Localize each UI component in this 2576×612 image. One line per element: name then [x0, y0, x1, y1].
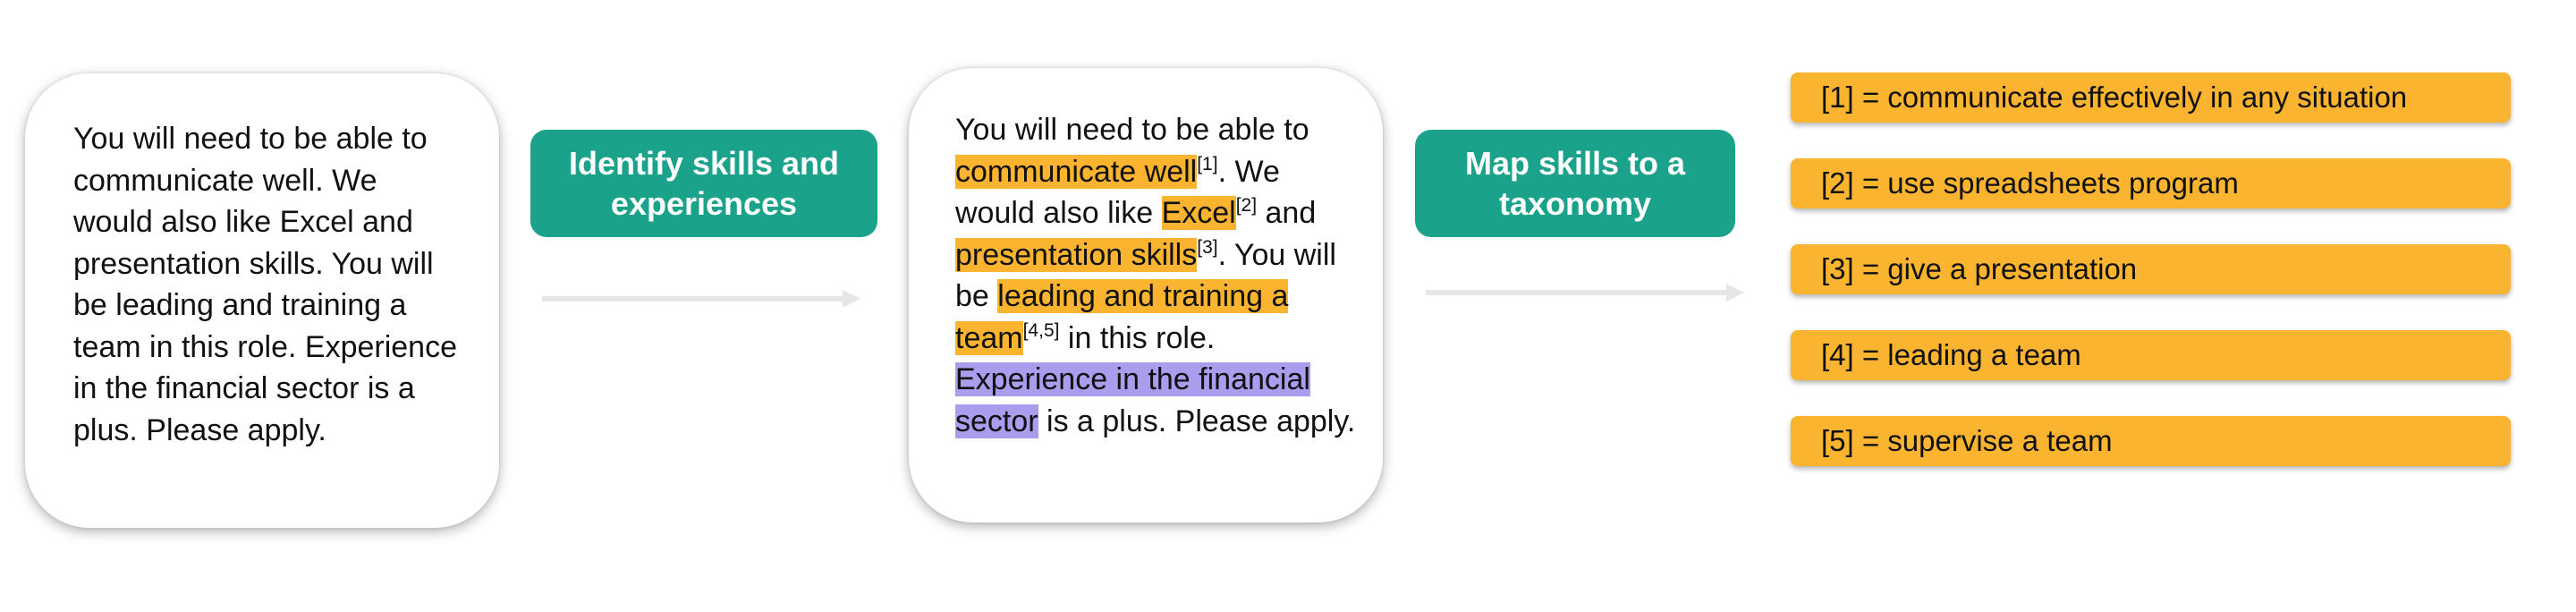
text-segment: in this role. — [1059, 320, 1216, 355]
text-segment: . We would also like — [955, 154, 1280, 231]
skill-highlight: Excel — [1161, 196, 1236, 230]
original-text: You will need to be able to communicate … — [73, 122, 457, 447]
annotated-text: You will need to be able to communicate … — [955, 109, 1356, 442]
taxonomy-mapping-item: [4] = leading a team — [1791, 330, 2511, 380]
taxonomy-mapping-item: [3] = give a presentation — [1791, 244, 2511, 294]
text-segment: You will need to be able to — [955, 113, 1309, 147]
original-text-card: You will need to be able to communicate … — [25, 73, 499, 528]
identify-skills-label: Identify skills and experiences — [568, 145, 840, 222]
identify-skills-step: Identify skills and experiences — [530, 130, 877, 237]
annotated-text-card: You will need to be able to communicate … — [909, 68, 1383, 523]
map-taxonomy-step: Map skills to a taxonomy — [1415, 130, 1735, 237]
skill-highlight: communicate well — [955, 154, 1198, 189]
skill-reference: [1] — [1197, 153, 1218, 174]
text-segment: is a plus. Please apply. — [1038, 404, 1356, 438]
text-segment: . You will be — [955, 237, 1336, 314]
arrow-right-icon — [542, 290, 860, 308]
map-taxonomy-label: Map skills to a taxonomy — [1464, 145, 1686, 222]
skill-reference: [4,5] — [1022, 319, 1060, 341]
skill-reference: [3] — [1197, 236, 1218, 258]
text-segment: and — [1257, 196, 1317, 230]
skill-highlight: presentation skills — [955, 237, 1198, 272]
taxonomy-mapping-item: [1] = communicate effectively in any sit… — [1791, 72, 2511, 123]
taxonomy-mapping-item: [5] = supervise a team — [1791, 416, 2511, 466]
skill-reference: [2] — [1235, 195, 1258, 216]
arrow-right-icon — [1426, 284, 1744, 302]
taxonomy-mapping-item: [2] = use spreadsheets program — [1791, 158, 2511, 208]
